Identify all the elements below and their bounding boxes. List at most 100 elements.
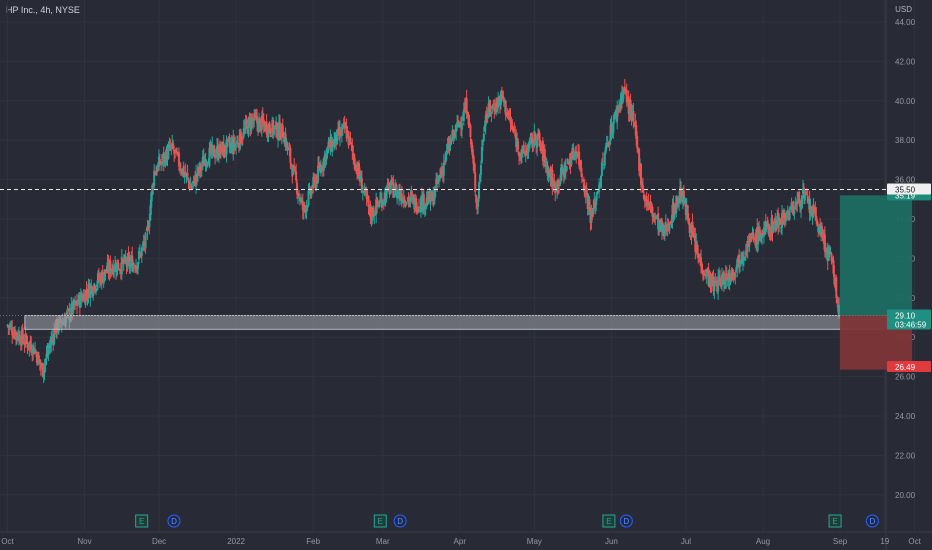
candle-body (386, 183, 389, 190)
x-tick-label: Jul (681, 537, 691, 546)
candle-body (375, 199, 378, 215)
candle-body (186, 172, 189, 177)
candle-body (448, 143, 451, 151)
candle-body (705, 269, 708, 278)
candle-body (247, 117, 250, 136)
x-tick-label: May (527, 537, 542, 546)
candle-body (151, 185, 154, 196)
candle-body (84, 290, 87, 305)
candle-up (153, 163, 156, 190)
candle-body (409, 194, 412, 201)
candle-body (536, 135, 539, 148)
candle-up (102, 276, 105, 288)
candle-body (92, 292, 95, 297)
candle-down (625, 83, 628, 107)
candle-up (331, 136, 334, 157)
candle-body (534, 133, 537, 142)
candle-body (641, 185, 644, 193)
candle-body (113, 270, 116, 273)
candle-down (835, 274, 838, 304)
candle-body (758, 229, 761, 232)
candle-body (489, 106, 492, 114)
candle-up (240, 135, 243, 146)
candle-down (228, 133, 231, 153)
y-tick-label: 36.00 (895, 176, 916, 185)
candle-up (477, 196, 480, 214)
candle-up (491, 103, 494, 114)
candle-body (601, 161, 604, 163)
candle-up (137, 247, 140, 265)
candle-body (241, 138, 244, 140)
candle-down (557, 177, 560, 195)
candle-down (286, 141, 289, 156)
candle-body (184, 171, 187, 177)
candle-body (177, 152, 180, 167)
candle-body (675, 195, 678, 214)
candle-down (473, 156, 476, 174)
candle-body (612, 121, 615, 134)
candle-body (491, 105, 494, 110)
candle-body (823, 234, 826, 253)
candle-body (303, 204, 306, 208)
candle-body (478, 182, 481, 199)
candle-body (311, 189, 314, 191)
candle-down (640, 162, 643, 193)
candle-down (227, 136, 230, 143)
candle-body (105, 272, 108, 274)
candle-body (35, 351, 38, 353)
candle-up (803, 188, 806, 205)
candle-body (72, 300, 75, 314)
candle-body (76, 300, 79, 306)
candle-up (192, 180, 195, 189)
candle-body (616, 107, 619, 122)
dividend-icon: D (619, 514, 633, 528)
candle-body (94, 285, 97, 291)
candle-body (336, 129, 339, 145)
candle-body (308, 186, 311, 190)
candle-body (434, 185, 437, 197)
candle-body (237, 142, 240, 146)
candle-body (79, 293, 82, 308)
dividend-marker-label: D (397, 517, 403, 526)
candle-body (156, 168, 159, 173)
candle-body (378, 199, 381, 204)
candle-body (127, 252, 130, 258)
candle-body (42, 371, 45, 378)
earnings-marker (135, 514, 149, 528)
candle-down (217, 138, 220, 161)
candle-down (179, 162, 182, 177)
candle-body (273, 127, 276, 133)
candle-body (379, 197, 382, 199)
candle-up (788, 206, 791, 221)
candle-body (610, 123, 613, 135)
candle-body (482, 133, 485, 141)
y-tick-label: 20.00 (895, 491, 916, 500)
candle-body (543, 148, 546, 160)
candle-up (144, 231, 147, 254)
candle-up (630, 103, 633, 126)
candle-body (129, 262, 132, 268)
candle-down (688, 218, 691, 238)
candle-body (570, 159, 573, 165)
candle-body (68, 308, 71, 321)
candle-body (302, 204, 305, 212)
grid (0, 0, 915, 532)
candle-down (360, 170, 363, 194)
candle-down (551, 163, 554, 196)
candle-body (206, 163, 209, 165)
candle-up (378, 192, 381, 208)
candle-body (267, 125, 270, 138)
candle-body (25, 336, 28, 341)
candle-body (492, 105, 495, 107)
candle-body (757, 226, 760, 244)
x-tick-label: Oct (908, 537, 921, 546)
candle-up (565, 165, 568, 172)
candle-body (766, 220, 769, 228)
candle-body (668, 224, 671, 230)
candle-body (490, 111, 493, 114)
candle-down (698, 254, 701, 263)
candle-body (477, 200, 480, 207)
candle-up (490, 111, 493, 123)
candle-body (38, 359, 41, 365)
